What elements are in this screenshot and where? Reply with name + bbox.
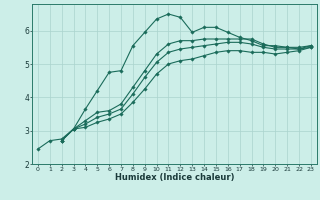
X-axis label: Humidex (Indice chaleur): Humidex (Indice chaleur) bbox=[115, 173, 234, 182]
